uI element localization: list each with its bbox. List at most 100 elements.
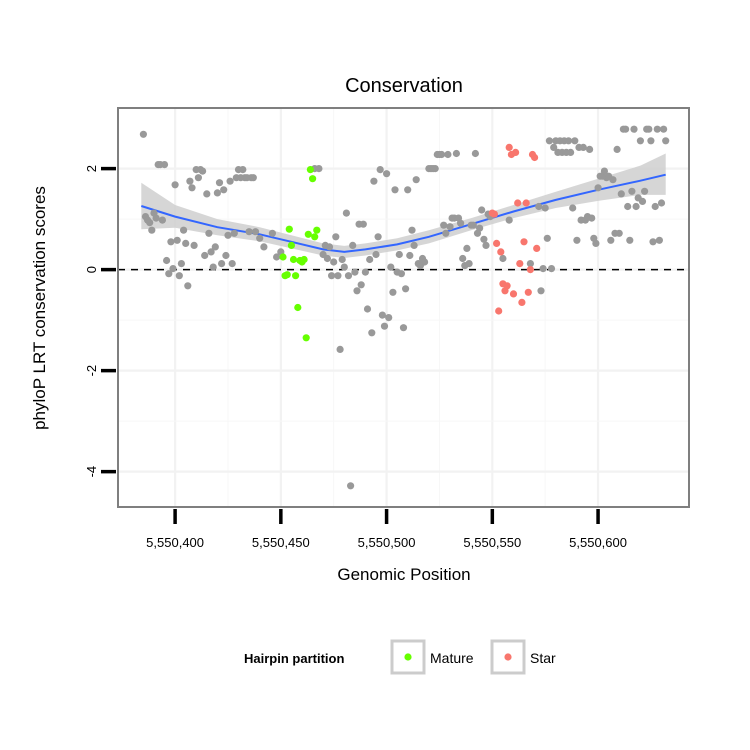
data-point (385, 314, 393, 322)
y-tick-label: 0 (84, 266, 99, 273)
data-point (526, 266, 535, 274)
x-tick-label: 5,550,500 (358, 535, 416, 550)
data-point (344, 272, 353, 280)
data-point (440, 221, 448, 229)
data-point (632, 202, 640, 211)
data-point (628, 187, 636, 195)
data-point (406, 251, 414, 260)
data-point (215, 179, 224, 187)
data-point (230, 229, 238, 237)
x-tick-label: 5,550,400 (146, 535, 204, 550)
data-point (182, 239, 190, 247)
data-point (651, 202, 659, 211)
data-point (539, 265, 547, 273)
data-point (165, 270, 173, 278)
data-point (463, 244, 471, 252)
data-point (359, 220, 367, 228)
data-point (309, 175, 317, 183)
series-star (488, 143, 541, 315)
panel-background (118, 108, 689, 507)
data-point (662, 137, 670, 145)
data-point (564, 137, 573, 145)
data-point (294, 303, 302, 312)
data-point (370, 177, 378, 185)
data-point (511, 148, 520, 156)
data-point (389, 288, 397, 296)
data-point (311, 233, 319, 241)
data-point (158, 216, 166, 224)
data-point (167, 238, 175, 246)
chart-title: Conservation (345, 75, 463, 97)
data-point (353, 287, 361, 295)
data-point (404, 186, 412, 194)
data-point (660, 125, 668, 133)
smooth-fit-layer (141, 173, 666, 253)
plot-panel (118, 108, 689, 507)
data-point (205, 229, 213, 237)
data-point (239, 166, 247, 174)
data-point (438, 150, 446, 159)
data-point (649, 238, 657, 246)
data-point (287, 241, 295, 249)
data-point (408, 226, 416, 234)
data-point (180, 226, 188, 234)
data-point (361, 268, 369, 276)
data-point (442, 229, 450, 237)
data-point (146, 219, 154, 227)
y-axis-title: phyloP LRT conservation scores (30, 186, 49, 430)
data-point (387, 263, 395, 271)
data-point (421, 258, 429, 266)
panel-border (117, 107, 690, 508)
legend-key-marker (504, 653, 512, 661)
data-point (522, 199, 530, 207)
data-point (459, 254, 467, 263)
data-point (328, 272, 336, 280)
data-point (655, 236, 664, 244)
data-points (139, 125, 670, 490)
data-point (395, 250, 403, 259)
data-point (499, 254, 507, 263)
data-point (374, 233, 382, 241)
data-point (347, 482, 355, 490)
data-point (160, 161, 169, 169)
data-point (638, 197, 647, 205)
data-point (626, 236, 634, 244)
data-point (368, 329, 376, 337)
data-point (505, 216, 513, 224)
data-point (211, 243, 219, 251)
legend-title: Hairpin partition (244, 651, 344, 666)
data-point (218, 260, 226, 268)
data-point (543, 234, 551, 242)
data-point (228, 260, 236, 268)
data-point (613, 145, 621, 153)
y-axis: -4 -2 0 2 (84, 165, 116, 477)
data-point (410, 241, 418, 249)
data-point (586, 145, 594, 153)
data-point (594, 184, 602, 192)
data-point (372, 250, 380, 259)
data-point (446, 223, 454, 231)
data-point (201, 251, 209, 260)
data-point (175, 272, 183, 280)
data-point (545, 137, 554, 145)
data-point (531, 153, 539, 162)
data-point (213, 189, 221, 197)
data-point (569, 204, 577, 212)
data-point (325, 243, 334, 251)
data-point (541, 204, 549, 212)
data-point (251, 228, 260, 236)
data-point (222, 251, 230, 260)
data-point (190, 241, 198, 249)
data-point (188, 184, 196, 192)
data-point (469, 221, 477, 229)
data-point (471, 149, 479, 158)
series-mature (279, 166, 321, 342)
data-point (256, 234, 264, 242)
legend-label: Mature (430, 650, 474, 666)
data-point (600, 167, 609, 175)
data-point (273, 253, 281, 261)
data-point (249, 174, 257, 182)
data-point (452, 149, 460, 158)
data-point (535, 202, 543, 211)
data-point (537, 287, 545, 295)
